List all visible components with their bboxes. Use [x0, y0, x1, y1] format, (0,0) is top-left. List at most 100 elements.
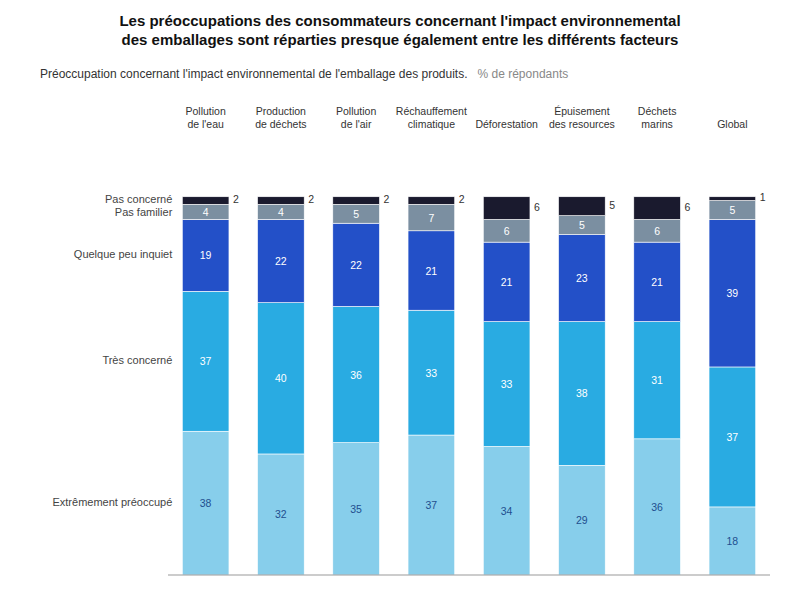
bar-segment — [182, 431, 229, 575]
text-line: Réchauffement — [396, 105, 467, 117]
data-label: 21 — [426, 265, 438, 277]
data-label: 37 — [727, 431, 739, 443]
data-label: 31 — [651, 374, 663, 386]
text-line: Déforestation — [475, 118, 538, 130]
bar-segment — [559, 465, 606, 575]
data-label: 33 — [501, 378, 513, 390]
text-line: de l'air — [341, 118, 372, 130]
category-label: Réchauffementclimatique — [396, 105, 467, 130]
series-labels: Pas concernéPas familierQuelque peu inqu… — [52, 193, 172, 508]
bar-segment — [258, 219, 305, 302]
chart-svg: Les préoccupations des consommateurs con… — [0, 0, 800, 590]
bar-segment — [559, 197, 606, 216]
data-label: 21 — [651, 276, 663, 288]
data-label: 40 — [275, 372, 287, 384]
bar-segment — [258, 204, 305, 219]
data-label: 2 — [308, 193, 314, 205]
data-label: 7 — [428, 212, 434, 224]
bar-segment — [408, 435, 455, 575]
data-label: 5 — [609, 199, 615, 211]
bar-segment — [258, 197, 305, 205]
data-label: 35 — [350, 503, 362, 515]
data-label: 29 — [576, 514, 588, 526]
bar-segment — [182, 204, 229, 219]
data-label: 19 — [200, 249, 212, 261]
title: Les préoccupations des consommateurs con… — [119, 12, 680, 48]
bar-segment — [483, 322, 530, 447]
data-label: 33 — [426, 367, 438, 379]
bar-segment — [634, 242, 681, 321]
data-label: 6 — [684, 201, 690, 213]
bar-segment — [182, 291, 229, 431]
bar-segment — [408, 204, 455, 230]
bar-segment — [483, 219, 530, 242]
bar-segment — [559, 322, 606, 466]
bar-segment — [634, 197, 681, 220]
text-line: Pollution — [185, 105, 225, 117]
data-label: 2 — [459, 193, 465, 205]
data-label: 22 — [350, 259, 362, 271]
data-label: 5 — [729, 204, 735, 216]
text-line: Pollution — [336, 105, 376, 117]
text-line: de l'eau — [187, 118, 224, 130]
chart-container: Les préoccupations des consommateurs con… — [0, 0, 800, 590]
bar-segment — [333, 306, 380, 442]
bar-segment — [408, 231, 455, 310]
data-labels: 3832353734293618374036333338313719222221… — [200, 191, 766, 547]
category-label: Global — [717, 118, 747, 130]
data-label: 6 — [504, 225, 510, 237]
data-label: 5 — [353, 208, 359, 220]
data-label: 38 — [200, 497, 212, 509]
bar-segment — [483, 446, 530, 575]
data-label: 36 — [350, 369, 362, 381]
series-label: Extrêmement préoccupé — [52, 496, 172, 508]
bar-segment — [709, 219, 756, 367]
data-label: 39 — [727, 287, 739, 299]
data-label: 6 — [534, 201, 540, 213]
bar-segment — [408, 310, 455, 435]
bar-segment — [182, 197, 229, 205]
text-line: de déchets — [255, 118, 306, 130]
page: {"chart_data": { "type": "bar", "stacked… — [0, 0, 800, 590]
data-label: 4 — [278, 206, 284, 218]
category-label: Productionde déchets — [255, 105, 306, 130]
category-label: Pollutionde l'air — [336, 105, 376, 130]
bar-segment — [709, 201, 756, 220]
series-label: Pas familier — [115, 206, 173, 218]
bar-segment — [333, 204, 380, 223]
text-line: Global — [717, 118, 747, 130]
data-label: 2 — [233, 193, 239, 205]
text-line: des emballages sont réparties presque ég… — [122, 31, 679, 48]
data-label: 37 — [426, 499, 438, 511]
data-label: 21 — [501, 276, 513, 288]
bar-segment — [559, 235, 606, 322]
bar-segment — [258, 303, 305, 454]
data-label: 2 — [383, 193, 389, 205]
text-line: Les préoccupations des consommateurs con… — [119, 12, 680, 29]
data-label: 6 — [654, 225, 660, 237]
subtitle: Préoccupation concernant l'impact enviro… — [40, 67, 468, 81]
bar-segment — [709, 197, 756, 201]
bar-segment — [709, 507, 756, 575]
data-label: 22 — [275, 255, 287, 267]
text-line: marins — [641, 118, 673, 130]
category-label: Déforestation — [475, 118, 538, 130]
bar-segment — [634, 322, 681, 439]
bar-segment — [559, 216, 606, 235]
bar-segment — [408, 197, 455, 205]
series-label: Pas concerné — [105, 193, 172, 205]
data-label: 37 — [200, 355, 212, 367]
bar-segment — [483, 242, 530, 321]
bar-segment — [634, 439, 681, 575]
text-line: des resources — [549, 118, 615, 130]
bars — [182, 197, 755, 575]
data-label: 18 — [727, 535, 739, 547]
text-line: Déchets — [638, 105, 677, 117]
bar-segment — [634, 219, 681, 242]
bar-segment — [333, 223, 380, 306]
data-label: 32 — [275, 508, 287, 520]
y-axis-label: % de répondants — [478, 67, 569, 81]
text-line: climatique — [408, 118, 455, 130]
bar-segment — [333, 443, 380, 575]
bar-segment — [483, 197, 530, 220]
